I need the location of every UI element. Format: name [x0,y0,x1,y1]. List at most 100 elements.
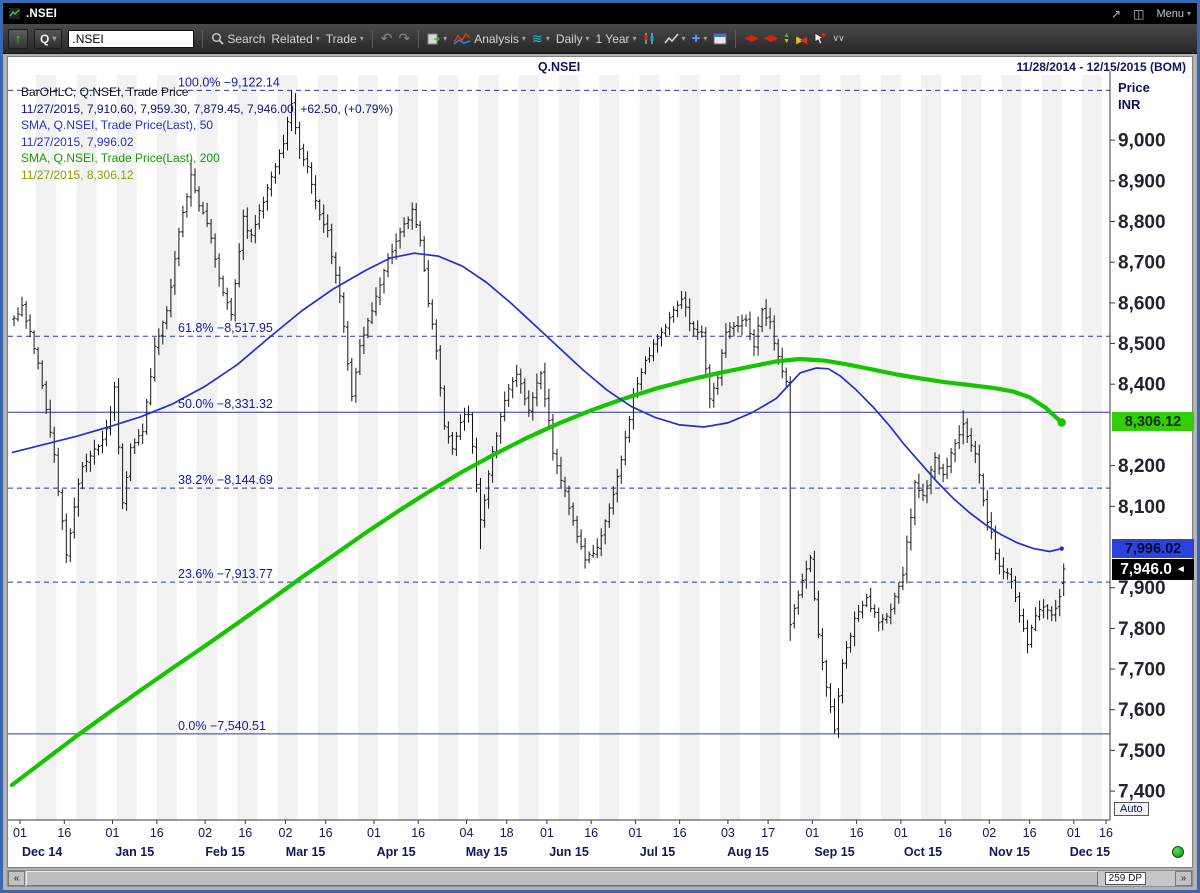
range-dropdown[interactable]: 1 Year ▾ [595,31,637,46]
date-axis[interactable]: 01 16 01 16 02 16 02 16 01 16 04 18 01 16 01 16 03 17 01 16… [13,820,1113,859]
interval-dropdown[interactable]: Daily ▾ [555,31,590,46]
layout-icon[interactable] [713,33,727,45]
month-label: Feb 15 [205,845,245,859]
price-axis-value-box[interactable]: 8,306.12 [1112,412,1194,431]
menu-button[interactable]: Menu ▾ [1156,8,1191,20]
legend-line[interactable]: SMA, Q.NSEI, Trade Price(Last), 200 [21,151,220,165]
analysis-dropdown[interactable]: Analysis ▾ [453,32,526,46]
price-chart[interactable]: 100.0% −9,122.14 61.8% −8,517.95 50.0% −8,… [8,57,1192,867]
chevron-down-icon: ▾ [443,34,448,43]
date-tick-label: 16 [57,826,71,840]
price-axis[interactable]: 9,000 8,900 8,800 8,700 8,600 8,500 8,400 8,200… [1110,131,1166,803]
axis-lines [8,71,1111,821]
symbol-input[interactable] [68,29,195,48]
price-tick-label: 8,400 [1118,375,1166,396]
month-label: Jun 15 [549,845,589,859]
price-tick-label: 8,900 [1118,171,1166,192]
cursor-tool-icon[interactable] [813,32,826,45]
legend-line[interactable]: 11/27/2015, 7,910.60, 7,959.30, 7,879.45… [21,101,394,116]
price-tick-label: 8,500 [1118,334,1166,355]
undo-icon[interactable]: ↶ [380,30,393,46]
scrollbar-right-button[interactable]: » [1175,871,1192,886]
date-tick-label: 16 [1099,826,1113,840]
export-dropdown[interactable]: ▾ [427,32,447,45]
scroll-forward-icon[interactable]: ◀▶ [763,33,778,44]
quote-type-dropdown[interactable]: Q ▾ [34,28,63,49]
time-scrollbar[interactable]: « 259 DP » [7,870,1193,887]
legend-line[interactable]: BarOHLC, Q.NSEI, Trade Price [21,85,189,99]
chevron-down-icon: ▾ [359,34,364,43]
compress-time-icon[interactable]: ▶◀ [796,34,808,46]
popout-icon[interactable]: ↗ [1111,6,1122,21]
date-tick-label: 01 [894,826,908,840]
price-axis-title: Price [1118,80,1150,95]
sma-200-line[interactable] [9,356,1064,788]
month-label: Dec 14 [22,845,62,859]
fib-label: 0.0% −7,540.51 [178,719,266,733]
scrollbar-thumb[interactable] [26,871,1098,886]
related-dropdown[interactable]: Related ▾ [271,31,320,46]
more-tools-icon[interactable]: ∨∨ [832,33,844,43]
sma-200-end-dot [1057,418,1066,427]
month-label: Apr 15 [377,845,416,859]
legend-line[interactable]: 11/27/2015, 8,306.12 [21,167,134,182]
month-label: Oct 15 [904,845,942,859]
chart-date-range: 11/28/2014 - 12/15/2015 (BOM) [1016,60,1186,74]
candlestick-style-icon[interactable] [643,32,658,45]
price-axis-currency: INR [1118,97,1141,112]
date-tick-label: 16 [319,826,333,840]
app-icon [9,8,20,19]
date-tick-label: 01 [1067,826,1081,840]
price-tick-label: 7,500 [1118,741,1166,762]
chevron-down-icon: ▾ [521,34,526,43]
ohlc-bars[interactable] [12,90,1066,738]
date-tick-label: 16 [411,826,425,840]
triangle-up-icon: ▲ [783,31,791,39]
price-axis-value-box[interactable]: 7,946.0 ◄ [1112,559,1194,580]
month-label: Aug 15 [727,845,769,859]
scrollbar-left-button[interactable]: « [8,871,25,886]
month-label: Nov 15 [989,845,1030,859]
calendar-bands [36,75,1102,820]
month-label: Sep 15 [814,845,854,859]
date-tick-label: 01 [628,826,642,840]
zoom-vertical-icon[interactable]: ▲ ▼ [783,31,791,45]
chevron-down-icon: ▾ [545,34,550,43]
search-icon [212,33,224,45]
date-tick-label: 01 [367,826,381,840]
redo-icon[interactable]: ↷ [398,30,411,46]
month-label: Jul 15 [640,845,675,859]
trade-dropdown[interactable]: Trade ▾ [325,31,364,46]
add-analysis-dropdown[interactable]: + ▾ [692,30,708,47]
date-tick-label: 01 [106,826,120,840]
sma-50-end-dot [1059,546,1064,551]
date-tick-label: 17 [761,826,775,840]
toolbar-separator [202,29,204,48]
price-axis-value-box[interactable]: 7,996.02 [1112,539,1194,558]
window-title: .NSEI [26,7,58,20]
menu-label: Menu [1156,7,1184,20]
line-chart-icon [663,33,679,44]
legend-line[interactable]: 11/27/2015, 7,996.02 [21,134,134,149]
sma-50-line[interactable] [11,252,1062,553]
fibonacci-retracement[interactable]: 100.0% −9,122.14 61.8% −8,517.95 50.0% −8,… [8,75,1110,735]
chart-style-dropdown[interactable]: ▾ [663,32,686,45]
send-quote-button[interactable]: ↑ [8,28,28,49]
auto-scale-button[interactable]: Auto [1114,802,1149,816]
month-label: Dec 15 [1070,845,1110,859]
toolbar-separator [418,29,420,48]
quote-type-label: Q [40,31,50,46]
legend-line[interactable]: SMA, Q.NSEI, Trade Price(Last), 50 [21,118,214,132]
chevron-down-icon: ▾ [52,34,57,43]
search-button[interactable]: Search [211,32,265,46]
waves-dropdown[interactable]: ≋ ▾ [532,31,550,47]
price-tick-label: 7,400 [1118,782,1166,803]
waves-icon: ≋ [531,30,543,46]
date-tick-label: 16 [1023,826,1037,840]
chevron-down-icon: ▾ [681,34,686,43]
analysis-icon [453,32,471,45]
fib-label: 38.2% −8,144.69 [178,473,273,487]
dock-icon[interactable]: ◫ [1133,6,1145,21]
chevron-down-icon: ▾ [585,34,590,43]
scroll-back-icon[interactable]: ◀▶ [744,33,758,44]
